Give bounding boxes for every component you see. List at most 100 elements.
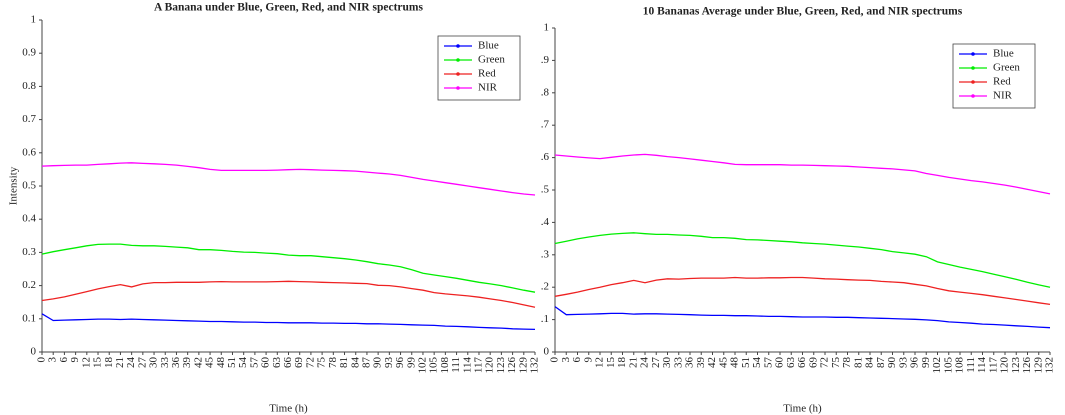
series-line [554, 306, 1051, 329]
x-tick-label: 87 [875, 357, 887, 369]
x-tick-label: 33 [159, 357, 171, 369]
x-tick-label: 132 [529, 357, 541, 374]
legend-label: NIR [478, 82, 498, 94]
x-tick-label: 27 [650, 357, 662, 369]
y-tick-label: 0 [31, 346, 37, 358]
x-tick-label: 6 [58, 357, 70, 363]
x-axis-label: Time (h) [783, 403, 822, 415]
x-tick-label: 99 [405, 357, 417, 369]
x-tick-label: 75 [830, 357, 842, 369]
x-tick-label: 0 [36, 357, 48, 363]
x-tick-label: 114 [461, 357, 473, 374]
x-tick-label: 30 [661, 357, 673, 369]
x-tick-label: 93 [383, 357, 395, 369]
x-tick-label: 123 [1010, 357, 1022, 374]
y-tick-label: 0.8 [22, 80, 36, 92]
x-tick-label: 120 [999, 357, 1011, 374]
x-tick-label: 114 [976, 357, 988, 374]
legend-label: NIR [993, 90, 1013, 102]
x-tick-label: 12 [80, 357, 92, 368]
x-tick-label: 69 [293, 357, 305, 369]
x-tick-label: 123 [495, 357, 507, 374]
x-tick-label: 24 [639, 357, 651, 369]
x-tick-label: 105 [428, 357, 440, 374]
x-tick-label: 132 [1044, 357, 1056, 374]
y-tick-label: .5 [541, 184, 550, 196]
y-tick-label: 0.1 [22, 312, 36, 324]
x-tick-label: 111 [965, 357, 977, 373]
legend-box [952, 43, 1036, 109]
x-tick-label: 36 [684, 357, 696, 369]
x-tick-label: 39 [181, 357, 193, 369]
x-tick-label: 63 [785, 357, 797, 369]
x-tick-label: 45 [717, 357, 729, 369]
chart-title: A Banana under Blue, Green, Red, and NIR… [154, 2, 423, 14]
x-tick-label: 63 [271, 357, 283, 369]
x-tick-label: 129 [1032, 357, 1044, 374]
x-tick-label: 126 [506, 357, 518, 374]
x-tick-label: 0 [549, 357, 561, 363]
series-line [41, 280, 536, 308]
y-tick-label: 0.3 [22, 246, 36, 258]
series-line [554, 232, 1051, 288]
x-tick-label: 78 [841, 357, 853, 369]
x-tick-label: 87 [360, 357, 372, 369]
x-tick-label: 108 [439, 357, 451, 374]
x-tick-label: 60 [260, 357, 272, 369]
x-tick-label: 111 [450, 357, 462, 373]
legend-label: Blue [478, 40, 499, 52]
x-tick-label: 84 [864, 357, 876, 369]
x-tick-label: 69 [807, 357, 819, 369]
x-tick-label: 105 [942, 357, 954, 374]
x-tick-label: 99 [920, 357, 932, 369]
x-tick-label: 54 [237, 357, 249, 369]
y-tick-label: 0.6 [22, 146, 36, 158]
x-tick-label: 129 [517, 357, 529, 374]
y-tick-label: 1 [544, 22, 550, 34]
x-tick-label: 33 [672, 357, 684, 369]
x-tick-label: 117 [473, 357, 485, 374]
x-tick-label: 15 [92, 357, 104, 369]
x-tick-label: 96 [909, 357, 921, 369]
x-tick-label: 81 [852, 357, 864, 368]
x-tick-label: 51 [226, 357, 238, 368]
x-tick-label: 57 [248, 357, 260, 369]
y-axis-label: Intensity [8, 166, 20, 205]
x-tick-label: 96 [394, 357, 406, 369]
legend-marker [456, 86, 460, 90]
series-line [554, 276, 1051, 306]
x-tick-label: 42 [706, 357, 718, 368]
legend-label: Green [478, 54, 505, 66]
x-tick-label: 102 [931, 357, 943, 374]
legend-marker [971, 66, 975, 70]
y-tick-label: 0.7 [22, 113, 36, 125]
legend-label: Green [993, 62, 1020, 74]
x-tick-label: 39 [695, 357, 707, 369]
x-tick-label: 27 [136, 357, 148, 369]
y-tick-label: .1 [541, 313, 549, 325]
x-tick-label: 72 [819, 357, 831, 368]
x-tick-label: 48 [215, 357, 227, 369]
x-tick-label: 90 [372, 357, 384, 369]
legend-marker [456, 44, 460, 48]
legend-label: Red [993, 76, 1011, 88]
x-tick-label: 18 [616, 357, 628, 369]
x-tick-label: 90 [886, 357, 898, 369]
x-axis-label: Time (h) [269, 403, 308, 415]
x-tick-label: 78 [327, 357, 339, 369]
x-tick-label: 21 [627, 357, 639, 368]
y-tick-label: 0 [544, 346, 550, 358]
x-tick-label: 60 [774, 357, 786, 369]
y-tick-label: .6 [541, 151, 550, 163]
x-tick-label: 108 [954, 357, 966, 374]
x-tick-label: 6 [571, 357, 583, 363]
x-tick-label: 120 [484, 357, 496, 374]
x-tick-label: 3 [560, 357, 572, 363]
x-tick-label: 30 [148, 357, 160, 369]
x-tick-label: 84 [349, 357, 361, 369]
x-tick-label: 72 [304, 357, 316, 368]
x-tick-label: 9 [582, 357, 594, 363]
legend-box [437, 35, 521, 101]
series-line [41, 313, 536, 331]
